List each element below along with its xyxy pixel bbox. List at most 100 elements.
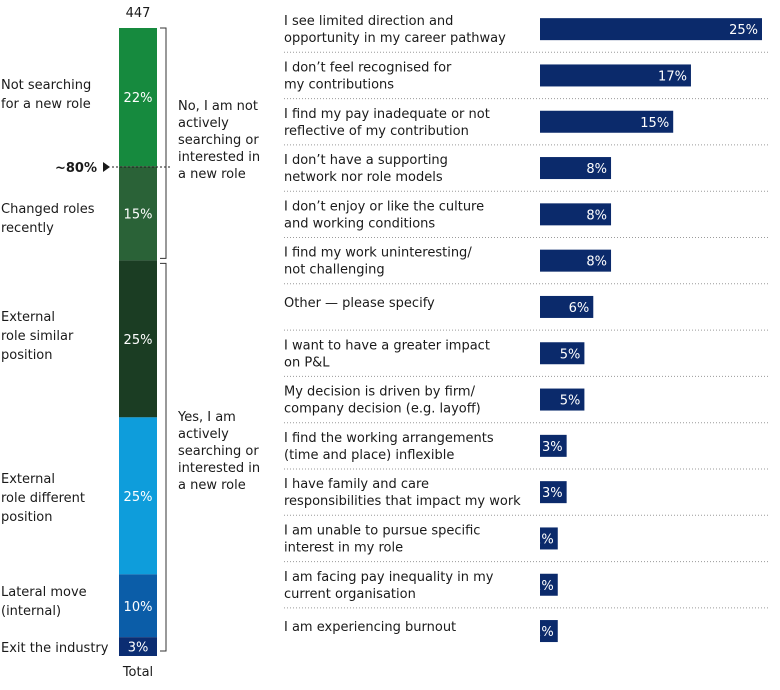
marker-arrow-icon xyxy=(103,162,110,172)
label-line: I am unable to pursue specific xyxy=(284,523,480,538)
segment-value-label: 25% xyxy=(124,490,153,505)
label-line: (time and place) inflexible xyxy=(284,448,454,463)
reason-value-label: 5% xyxy=(560,394,581,409)
reason-label: My decision is driven by firm/company de… xyxy=(284,385,481,417)
stack-segment xyxy=(119,637,157,656)
label-line: my contributions xyxy=(284,77,394,92)
label-line: recently xyxy=(1,221,54,236)
label-line: I want to have a greater impact xyxy=(284,338,490,353)
reason-bar xyxy=(540,18,762,41)
label-line: a new role xyxy=(178,478,246,493)
reason-label: I am facing pay inequality in my current … xyxy=(284,570,494,602)
label-line: External xyxy=(1,310,55,325)
reason-bar xyxy=(540,620,558,643)
segment-name-label: Changed roles recently xyxy=(1,202,95,236)
stack-segment xyxy=(119,417,157,575)
reason-label: I don’t feel recognised for my contributi… xyxy=(284,60,452,92)
reason-value-label: 3% xyxy=(542,486,563,501)
label-line: current organisation xyxy=(284,587,416,602)
reason-label: I find my work uninteresting/not challen… xyxy=(284,246,472,278)
reason-bar xyxy=(540,203,612,226)
label-line: opportunity in my career pathway xyxy=(284,31,506,46)
reason-bar xyxy=(540,157,612,180)
label-line: for a new role xyxy=(1,97,91,112)
label-line: Yes, I am xyxy=(177,410,236,425)
reason-label: Other — please specify xyxy=(284,296,435,311)
marker-label: ~80% xyxy=(55,161,97,176)
reason-label: I find the working arrangements (time and… xyxy=(284,431,494,463)
reason-label: I have family and care responsibilities t… xyxy=(284,477,521,509)
reason-value-label: 17% xyxy=(658,69,687,84)
reason-value-label: 2% xyxy=(533,579,554,594)
segment-value-label: 22% xyxy=(124,91,153,106)
segment-value-label: 25% xyxy=(124,333,153,348)
label-line: Not searching xyxy=(1,78,91,93)
label-line: responsibilities that impact my work xyxy=(284,494,521,509)
label-line: I have family and care xyxy=(284,477,429,492)
reason-value-label: 8% xyxy=(586,162,607,177)
reason-bar xyxy=(540,342,585,365)
segment-name-label: Exit the industry xyxy=(1,641,109,656)
label-line: on P&L xyxy=(284,355,330,370)
reason-label: I don’t have a supporting network nor rol… xyxy=(284,153,448,185)
label-line: network nor role models xyxy=(284,170,443,185)
reason-bar xyxy=(540,434,567,457)
label-line: not challenging xyxy=(284,263,385,278)
label-line: I am experiencing burnout xyxy=(284,620,456,635)
reason-bar xyxy=(540,110,674,133)
reason-value-label: 5% xyxy=(560,347,581,362)
label-line: I don’t enjoy or like the culture xyxy=(284,199,484,214)
label-line: interested in xyxy=(178,150,260,165)
group-bracket xyxy=(160,27,167,259)
label-line: I find my pay inadequate or not xyxy=(284,107,490,122)
segment-name-label: External role similar position xyxy=(1,310,74,363)
stack-segment xyxy=(119,574,157,638)
label-line: Exit the industry xyxy=(1,641,109,656)
label-line: My decision is driven by firm/ xyxy=(284,385,476,400)
label-line: I am facing pay inequality in my xyxy=(284,570,494,585)
label-line: searching or xyxy=(178,133,259,148)
label-line: I find the working arrangements xyxy=(284,431,494,446)
reason-bar xyxy=(540,295,594,318)
label-line: External xyxy=(1,472,55,487)
reason-label: I find my pay inadequate or not reflectiv… xyxy=(284,107,490,139)
reason-label: I don’t enjoy or like the culture and wor… xyxy=(284,199,484,231)
reason-value-label: 2% xyxy=(533,625,554,640)
label-line: (internal) xyxy=(1,604,61,619)
reason-label: I am unable to pursue specific interest i… xyxy=(284,523,480,555)
reason-label: I see limited direction and opportunity i… xyxy=(284,14,506,46)
group-bracket xyxy=(160,262,167,652)
stack-segment xyxy=(119,166,157,261)
reason-value-label: 6% xyxy=(569,301,590,316)
label-line: role similar xyxy=(1,329,74,344)
label-line: and working conditions xyxy=(284,216,435,231)
reason-value-label: 15% xyxy=(640,116,669,131)
reason-bar xyxy=(540,527,558,550)
label-line: Changed roles xyxy=(1,202,95,217)
label-line: interest in my role xyxy=(284,540,403,555)
reason-bar xyxy=(540,64,691,87)
label-line: position xyxy=(1,348,53,363)
reason-value-label: 25% xyxy=(729,23,758,38)
label-line: position xyxy=(1,510,53,525)
reason-value-label: 3% xyxy=(542,440,563,455)
reason-bar xyxy=(540,388,585,411)
reason-value-label: 8% xyxy=(586,255,607,270)
reason-value-label: 8% xyxy=(586,208,607,223)
label-line: a new role xyxy=(178,167,246,182)
label-line: role different xyxy=(1,491,85,506)
reason-label: I am experiencing burnout xyxy=(284,620,456,635)
stack-segment xyxy=(119,260,157,418)
reason-label: I want to have a greater impact on P&L xyxy=(284,338,490,370)
label-line: Other — please specify xyxy=(284,296,435,311)
segment-name-label: External role different position xyxy=(1,472,85,525)
label-line: company decision (e.g. layoff) xyxy=(284,402,481,417)
label-line: searching or xyxy=(178,444,259,459)
reason-bar xyxy=(540,573,558,596)
label-line: actively xyxy=(178,427,229,442)
label-line: I see limited direction and xyxy=(284,14,453,29)
segment-name-label: Not searching for a new role xyxy=(1,78,91,112)
label-line: interested in xyxy=(178,461,260,476)
label-line: actively xyxy=(178,116,229,131)
